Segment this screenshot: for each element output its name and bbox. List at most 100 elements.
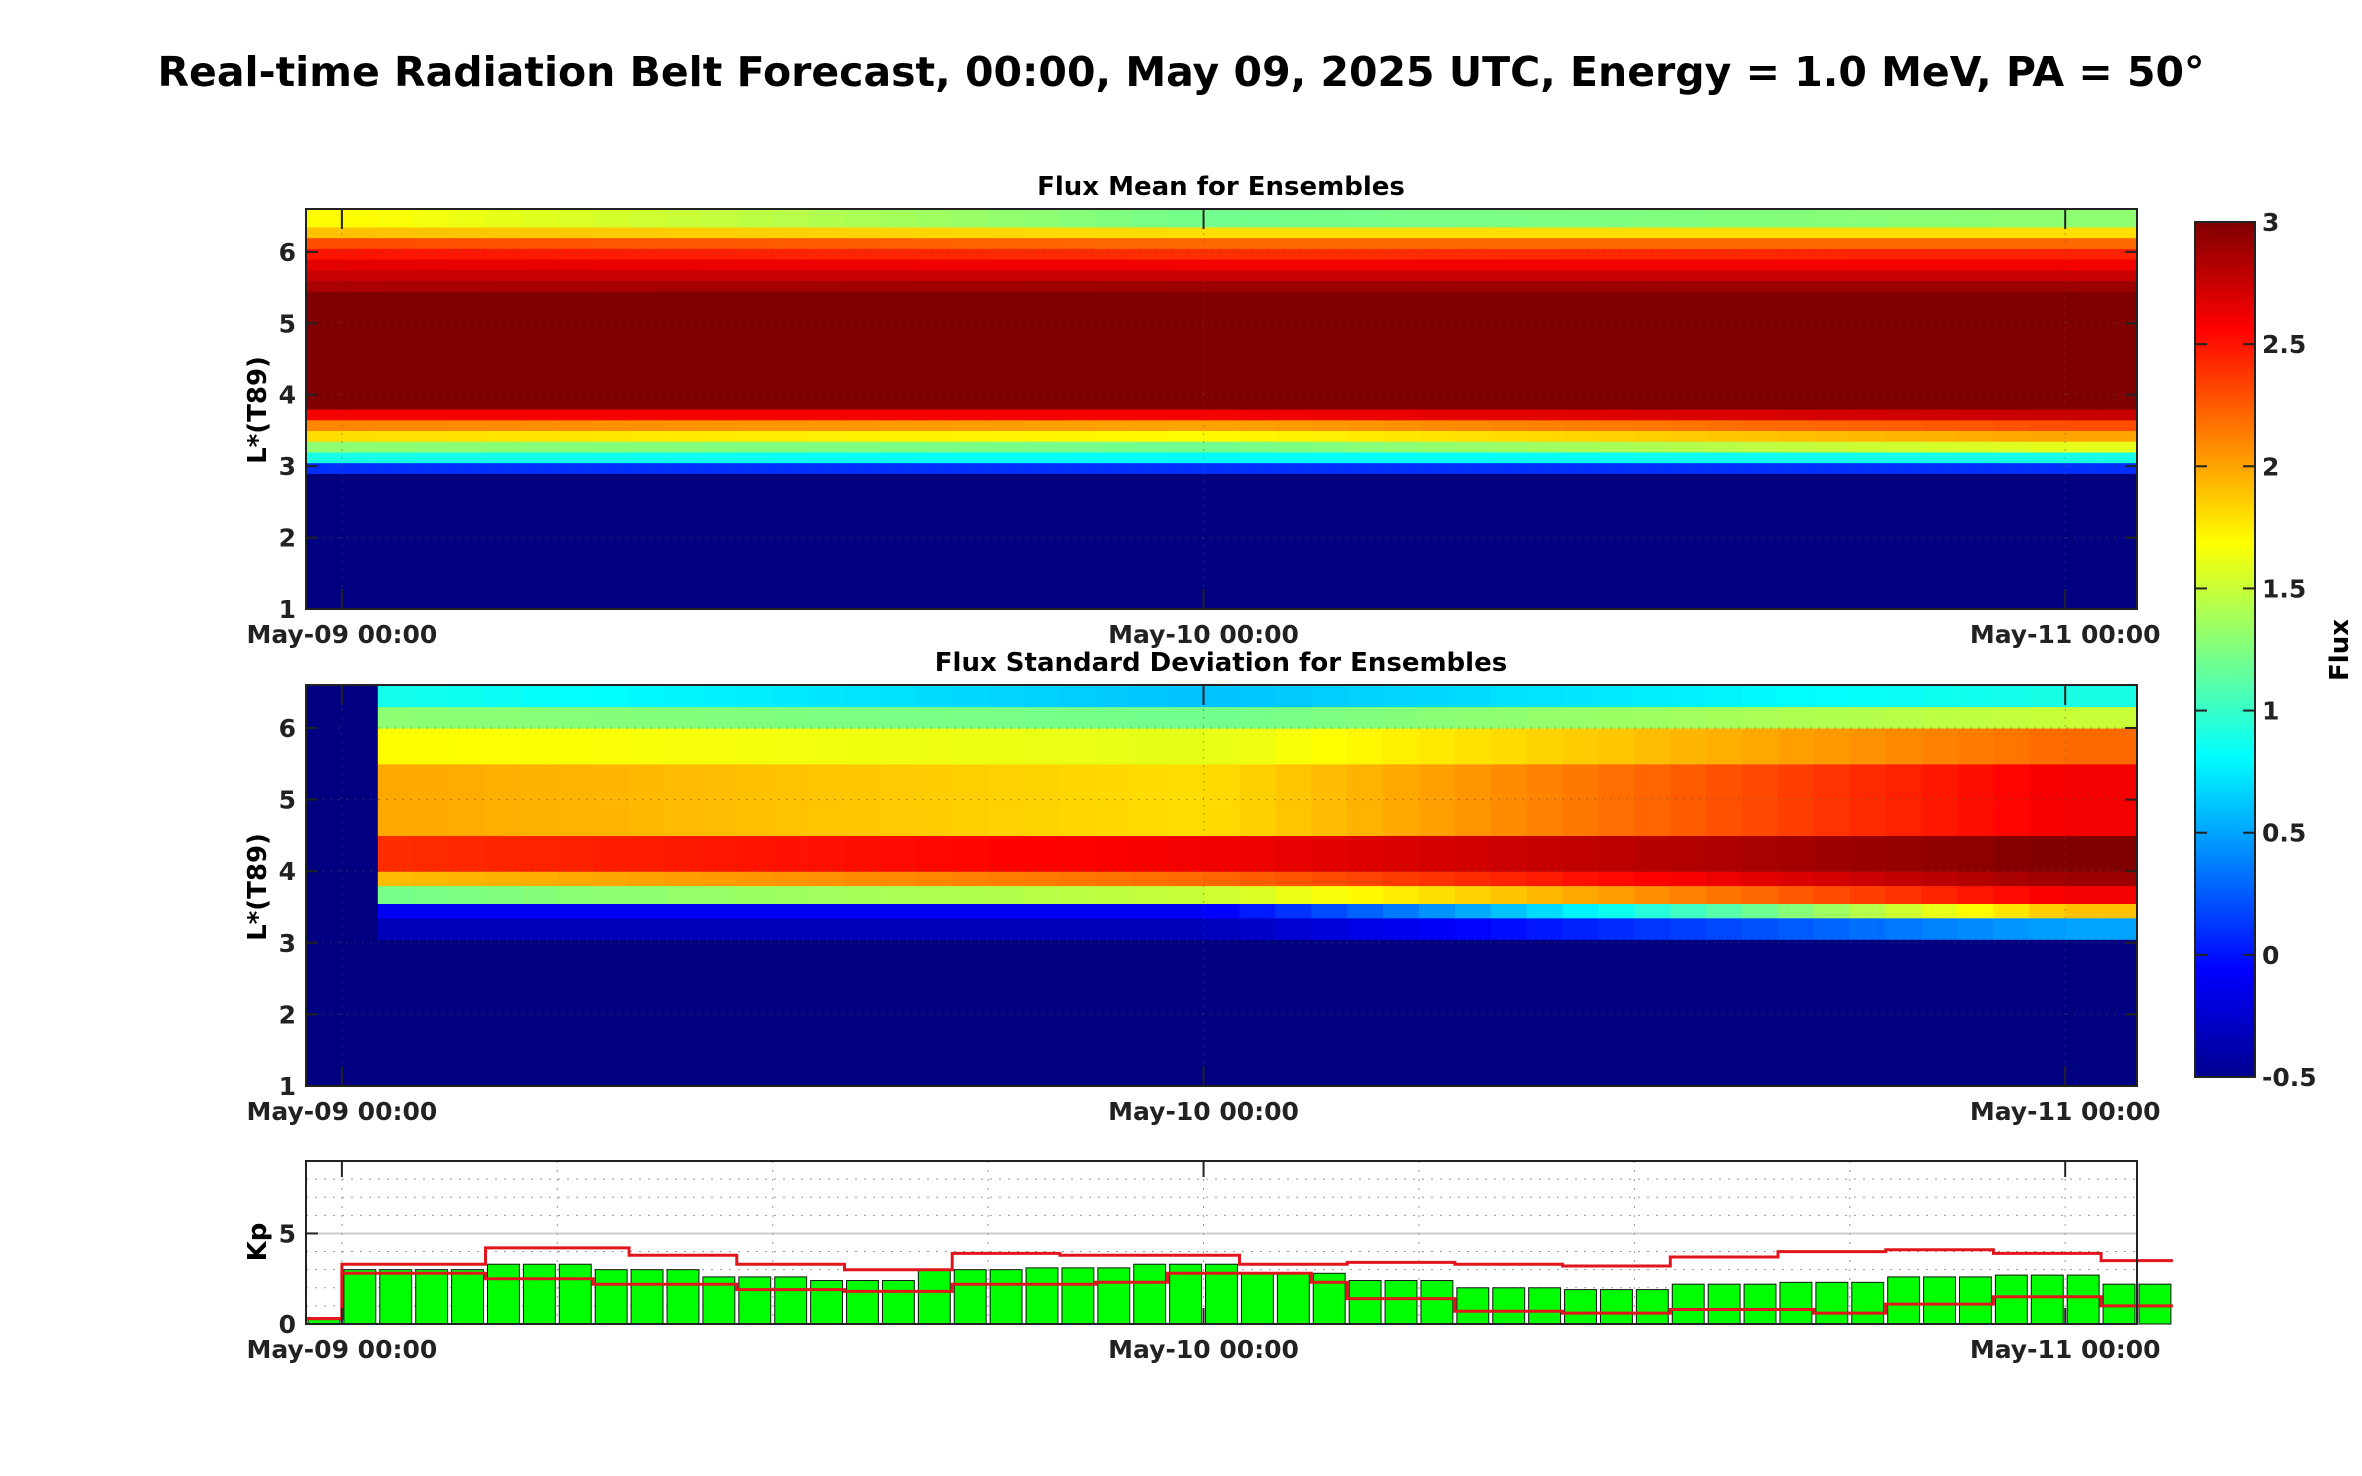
- heatmap-cell: [485, 885, 523, 904]
- heatmap-cell: [1167, 248, 1205, 260]
- heatmap-cell: [1885, 259, 1923, 271]
- heatmap-cell: [1562, 291, 1600, 410]
- heatmap-cell: [341, 903, 379, 919]
- heatmap-cell: [988, 248, 1025, 260]
- y-tick-label: 6: [279, 714, 296, 743]
- heatmap-cell: [700, 248, 738, 260]
- heatmap-cell: [557, 727, 594, 765]
- heatmap-cell: [1670, 763, 1707, 836]
- heatmap-cell: [665, 419, 702, 432]
- heatmap-cell: [341, 280, 379, 292]
- heatmap-cell: [2101, 939, 2138, 1087]
- heatmap-cell: [413, 685, 451, 708]
- heatmap-cell: [2065, 226, 2102, 239]
- heatmap-cell: [772, 441, 810, 453]
- heatmap-cell: [1418, 226, 1456, 239]
- heatmap-cell: [1418, 237, 1456, 249]
- heatmap-cell: [1957, 226, 1994, 239]
- y-tick-label: 4: [279, 857, 296, 886]
- heatmap-cell: [521, 226, 558, 239]
- heatmap-cell: [1885, 473, 1923, 610]
- heatmap-cell: [1490, 685, 1528, 708]
- heatmap-cell: [1203, 462, 1241, 474]
- heatmap-cell: [1024, 462, 1061, 474]
- heatmap-cell: [629, 917, 666, 940]
- heatmap-cell: [1562, 685, 1600, 708]
- heatmap-cell: [772, 280, 810, 292]
- heatmap-cell: [1562, 903, 1600, 919]
- heatmap-cell: [1418, 280, 1456, 292]
- heatmap-cell: [1706, 462, 1743, 474]
- heatmap-cell: [1095, 939, 1133, 1087]
- heatmap-cell: [2065, 409, 2102, 421]
- heatmap-cell: [2065, 685, 2102, 708]
- heatmap-cell: [1921, 473, 1959, 610]
- heatmap-cell: [413, 706, 451, 729]
- heatmap-cell: [341, 871, 379, 887]
- heatmap-cell: [1598, 939, 1635, 1087]
- heatmap-cell: [1742, 706, 1779, 729]
- heatmap-cell: [629, 269, 666, 282]
- heatmap-cell: [1526, 727, 1564, 765]
- heatmap-cell: [557, 269, 594, 282]
- heatmap-cell: [1275, 451, 1312, 464]
- heatmap-cell: [1993, 939, 2030, 1087]
- heatmap-cell: [880, 226, 917, 239]
- kp-bar: [2138, 1283, 2172, 1325]
- heatmap-cell: [1059, 237, 1097, 249]
- heatmap-cell: [1311, 885, 1348, 904]
- heatmap-cell: [485, 727, 523, 765]
- heatmap-cell: [1777, 430, 1815, 442]
- heatmap-cell: [306, 280, 343, 292]
- heatmap-cell: [1490, 269, 1528, 282]
- heatmap-cell: [521, 259, 558, 271]
- heatmap-cell: [1418, 727, 1456, 765]
- heatmap-cell: [736, 917, 774, 940]
- kp-bars: [307, 1263, 2172, 1325]
- heatmap-cell: [1670, 291, 1707, 410]
- heatmap-cell: [1598, 871, 1635, 887]
- heatmap-cell: [1993, 269, 2030, 282]
- heatmap-cell: [1095, 441, 1133, 453]
- heatmap-cell: [952, 209, 989, 228]
- heatmap-cell: [1275, 226, 1312, 239]
- heatmap-cell: [1095, 259, 1133, 271]
- heatmap-cell: [485, 226, 523, 239]
- heatmap-cell: [1095, 237, 1133, 249]
- heatmap-cell: [1849, 248, 1887, 260]
- heatmap-cell: [1311, 259, 1348, 271]
- kp-bar: [1851, 1281, 1885, 1325]
- heatmap-cell: [844, 903, 882, 919]
- heatmap-cell: [916, 871, 953, 887]
- heatmap-cell: [2029, 280, 2066, 292]
- heatmap-cell: [521, 835, 558, 872]
- heatmap-cell: [1526, 269, 1564, 282]
- heatmap-cell: [736, 269, 774, 282]
- heatmap-cell: [1418, 939, 1456, 1087]
- heatmap-cell: [1742, 280, 1779, 292]
- heatmap-cell: [1454, 462, 1492, 474]
- heatmap-cell: [629, 419, 666, 432]
- y-tick-label: 5: [279, 1219, 296, 1248]
- kp-bar: [917, 1269, 951, 1325]
- heatmap-cell: [2101, 259, 2138, 271]
- heatmap-cell: [1957, 473, 1994, 610]
- heatmap-cell: [1742, 763, 1779, 836]
- heatmap-cell: [880, 280, 917, 292]
- flux-mean-ylabel: L*(T89): [243, 356, 273, 464]
- heatmap-cell: [1383, 237, 1420, 249]
- heatmap-cell: [1813, 462, 1851, 474]
- heatmap-cell: [1562, 885, 1600, 904]
- heatmap-cell: [1562, 451, 1600, 464]
- heatmap-cell: [377, 441, 415, 453]
- flux-std-x-ticks: May-09 00:00 May-10 00:00 May-11 00:00: [247, 685, 2161, 1126]
- heatmap-cell: [844, 885, 882, 904]
- heatmap-cell: [306, 209, 343, 228]
- heatmap-cell: [1275, 473, 1312, 610]
- heatmap-cell: [736, 835, 774, 872]
- heatmap-cell: [1526, 280, 1564, 292]
- heatmap-cell: [1275, 419, 1312, 432]
- heatmap-cell: [1059, 248, 1097, 260]
- heatmap-cell: [2029, 248, 2066, 260]
- heatmap-cell: [844, 248, 882, 260]
